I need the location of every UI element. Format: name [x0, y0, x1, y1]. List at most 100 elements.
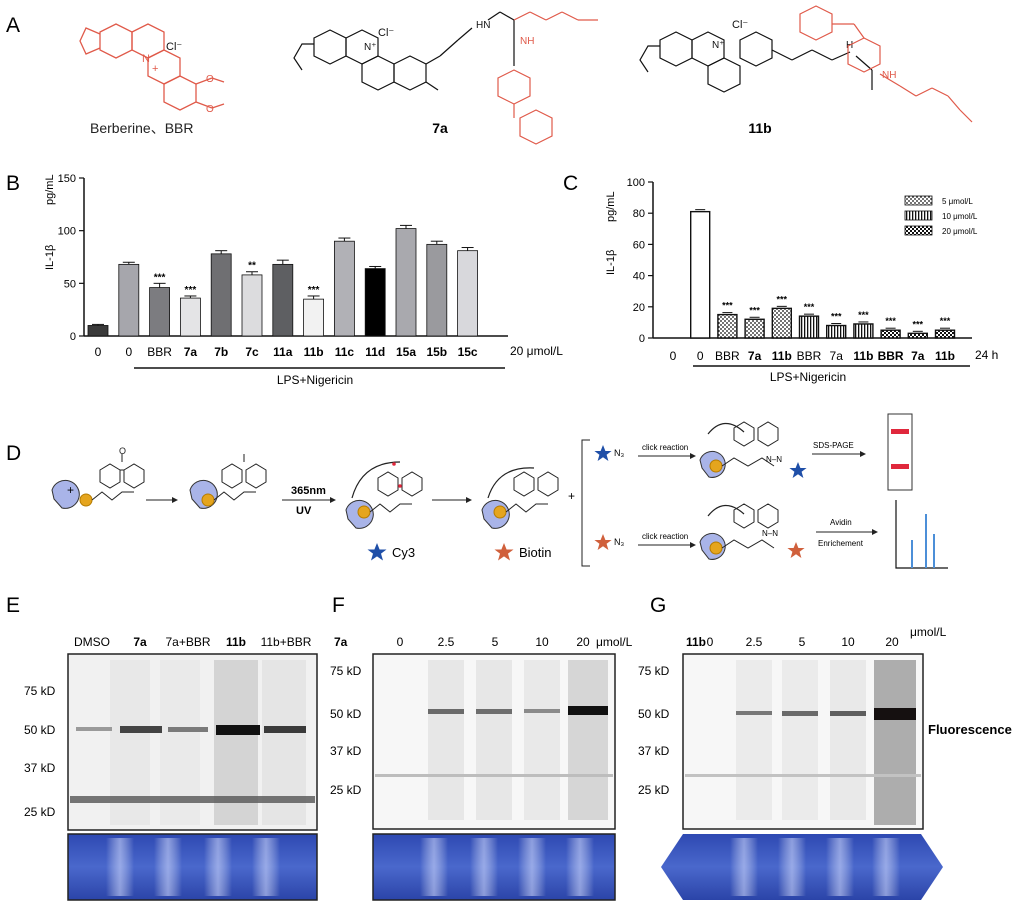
compound-11b-nplus: N⁺ [712, 40, 725, 51]
chart-c-marks: 0 20 40 60 80 100 0 0 *** BBR *** 7a *** 11b *** BBR ***… [627, 177, 972, 363]
chart-c-legend-label: 10 μmol/L [942, 212, 978, 221]
berberine-n: N [142, 53, 150, 65]
gel-g-lane-smear-2 [736, 660, 772, 820]
compound-7a-probe: NH [497, 11, 598, 145]
compound-7a-structure: HN N⁺ Cl⁻ [293, 11, 515, 91]
chart-b-x-tick-label: 11c [335, 345, 355, 359]
gel-g-band-20 [874, 708, 916, 720]
plus-sign-1: + [67, 483, 74, 497]
chart-b-x-tick-label: 0 [125, 345, 132, 359]
biotin-azide: N₃ [614, 537, 624, 547]
chart-b-marks: 0 50 100 150 0 0 *** BBR *** 7a 7b ** 7c 11a *** 11b 11c… [58, 173, 508, 359]
gel-e-band-50-7a [120, 726, 162, 733]
gel-f-band-30 [375, 774, 613, 777]
chart-b-bar [179, 297, 201, 337]
gel-f-lane-smear-5 [568, 660, 608, 820]
compound-7a-nh: NH [520, 36, 534, 47]
chart-c-significance: *** [885, 316, 896, 326]
cy3-star-conjugate [789, 462, 807, 478]
chart-c-x-tick-label: 11b [853, 349, 873, 363]
cy3-arrow-head [690, 453, 696, 459]
berberine-o2: O [206, 104, 214, 115]
biotin-legend-label: Biotin [519, 545, 552, 560]
compound-7a-cl: Cl⁻ [378, 27, 394, 39]
gel-f-band-5 [476, 709, 512, 714]
gel-g-coomassie-lane [872, 838, 900, 896]
gel-e-band-50-11b-bbr [264, 726, 306, 733]
gel-f-marker-25: 25 kD [330, 783, 362, 797]
chart-b-suffix: 20 μmol/L [510, 344, 563, 358]
chart-c-significance: *** [777, 294, 788, 304]
gel-f-marker-37: 37 kD [330, 744, 362, 758]
gel-g-marker-50: 50 kD [638, 707, 670, 721]
biotin-arrow-head [690, 542, 696, 548]
arrow-1-head [172, 497, 178, 503]
chart-c-bar [717, 313, 738, 339]
chart-c-y-tick-label: 20 [633, 302, 645, 314]
gel-g-lane-smear-4 [830, 660, 866, 820]
chart-c-bar [771, 307, 792, 339]
chart-b-significance: ** [248, 261, 256, 272]
avidin-arrow-head [872, 529, 878, 535]
chart-c-legend-label: 20 μmol/L [942, 227, 978, 236]
gel-e-marker-25: 25 kD [24, 805, 56, 819]
chart-b-x-tick-label: 11b [304, 345, 324, 359]
panel-label-c: C [563, 172, 578, 195]
gel-g-lane-3: 5 [799, 635, 806, 649]
gel-g-coomassie-lane [826, 838, 854, 896]
chart-b-unit: pg/mL [44, 174, 56, 205]
protein-bound [189, 454, 267, 509]
compound-11b-label: 11b [748, 120, 771, 136]
chart-c-legend-swatch [904, 195, 933, 206]
sds-band-lower [891, 464, 909, 469]
chart-c-x-tick-label: 0 [670, 349, 677, 363]
chart-b-bar [118, 263, 140, 337]
chart-b-y-tick-label: 50 [64, 278, 76, 290]
chart-c-significance: *** [749, 305, 760, 315]
chart-c: pg/mL IL-1β 0 20 40 60 80 100 0 0 *** BBR *** 7a ***… [605, 177, 998, 384]
gel-e-lane-2: 7a [133, 635, 147, 649]
gel-e: DMSO 7a 7a+BBR 11b 11b+BBR 75 kD 50 kD 3… [24, 635, 318, 901]
gel-g-compound: 11b [686, 635, 706, 649]
chart-c-bar [826, 324, 847, 339]
chart-c-treatment: LPS+Nigericin [770, 370, 846, 384]
chart-c-x-tick-label: 0 [697, 349, 704, 363]
plus-sign-2: + [568, 489, 575, 503]
gel-f-band-10 [524, 709, 560, 713]
chart-b-x-tick-label: BBR [147, 345, 172, 359]
gel-e-lane-4: 11b [226, 635, 246, 649]
chart-c-bar [744, 318, 765, 339]
chart-b-bar [395, 228, 417, 337]
chart-b-bar [457, 250, 479, 337]
chart-b: pg/mL IL-1β 0 50 100 150 0 0 *** BBR *** 7a 7b ** 7c… [44, 173, 563, 387]
gel-e-marker-75: 75 kD [24, 684, 56, 698]
gel-g-band-30 [685, 774, 921, 777]
gel-f-lane-2: 2.5 [438, 635, 455, 649]
chart-c-bar [880, 329, 901, 339]
panel-label-a: A [6, 14, 20, 37]
arrow-3-head [466, 497, 472, 503]
gel-f-coomassie-lane [420, 838, 448, 896]
chart-c-legend-swatch [904, 225, 933, 236]
chart-c-legend-label: 5 μmol/L [942, 197, 973, 206]
chart-c-suffix: 24 h [975, 348, 998, 362]
compound-7a-label: 7a [432, 120, 448, 136]
compound-7a-hn: HN [476, 20, 490, 31]
gel-e-band-50-dmso [76, 727, 112, 731]
cy3-azide: N₃ [614, 448, 624, 458]
biotin-star-reagent [594, 534, 612, 550]
berberine-plus: + [152, 63, 158, 75]
probe-molecule: O [79, 446, 145, 507]
probe-carbonyl: O [119, 446, 126, 456]
berberine-cl: Cl⁻ [166, 41, 182, 53]
gel-g-coomassie-lane [730, 838, 758, 896]
chart-b-bar [210, 253, 232, 337]
gel-g-band-2.5 [736, 711, 772, 715]
gel-e-coomassie-lane [106, 838, 134, 896]
chart-b-significance: *** [185, 285, 197, 296]
chart-b-bar [241, 274, 263, 337]
gel-f-coomassie-lane [566, 838, 594, 896]
gel-g-lane-1: 0 [707, 635, 714, 649]
gel-f-lane-5: 20 [576, 635, 590, 649]
